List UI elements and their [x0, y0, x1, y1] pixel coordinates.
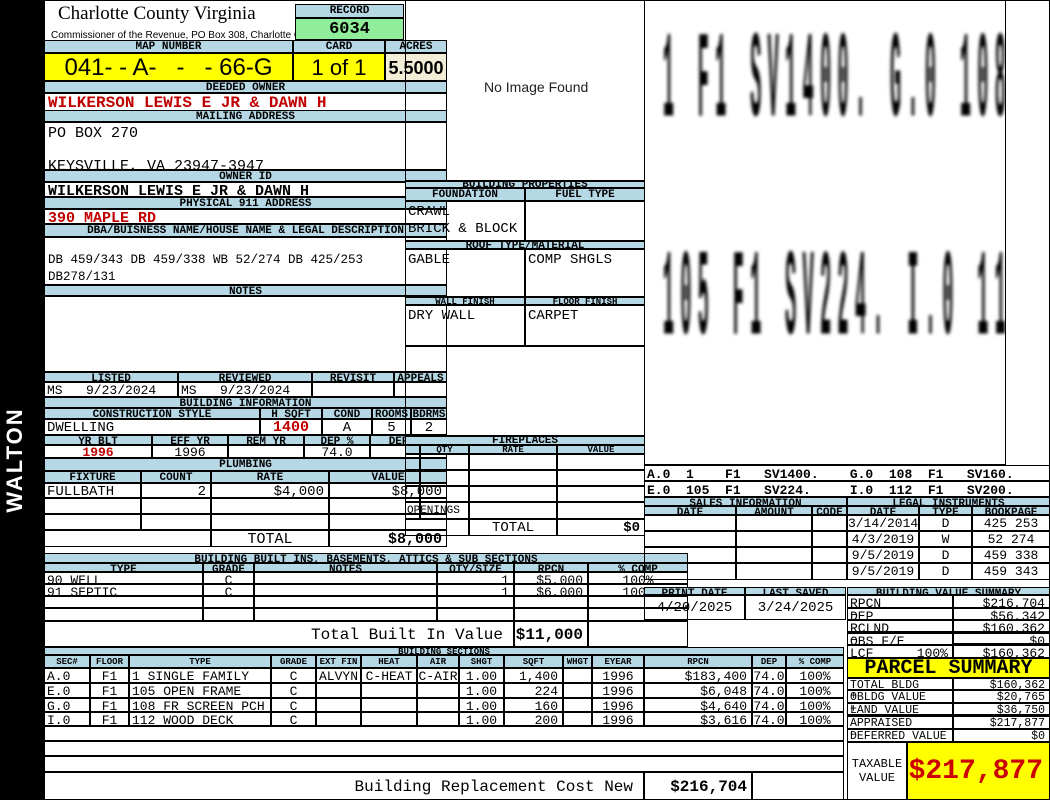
svg-text:WALTON: WALTON	[2, 407, 27, 512]
